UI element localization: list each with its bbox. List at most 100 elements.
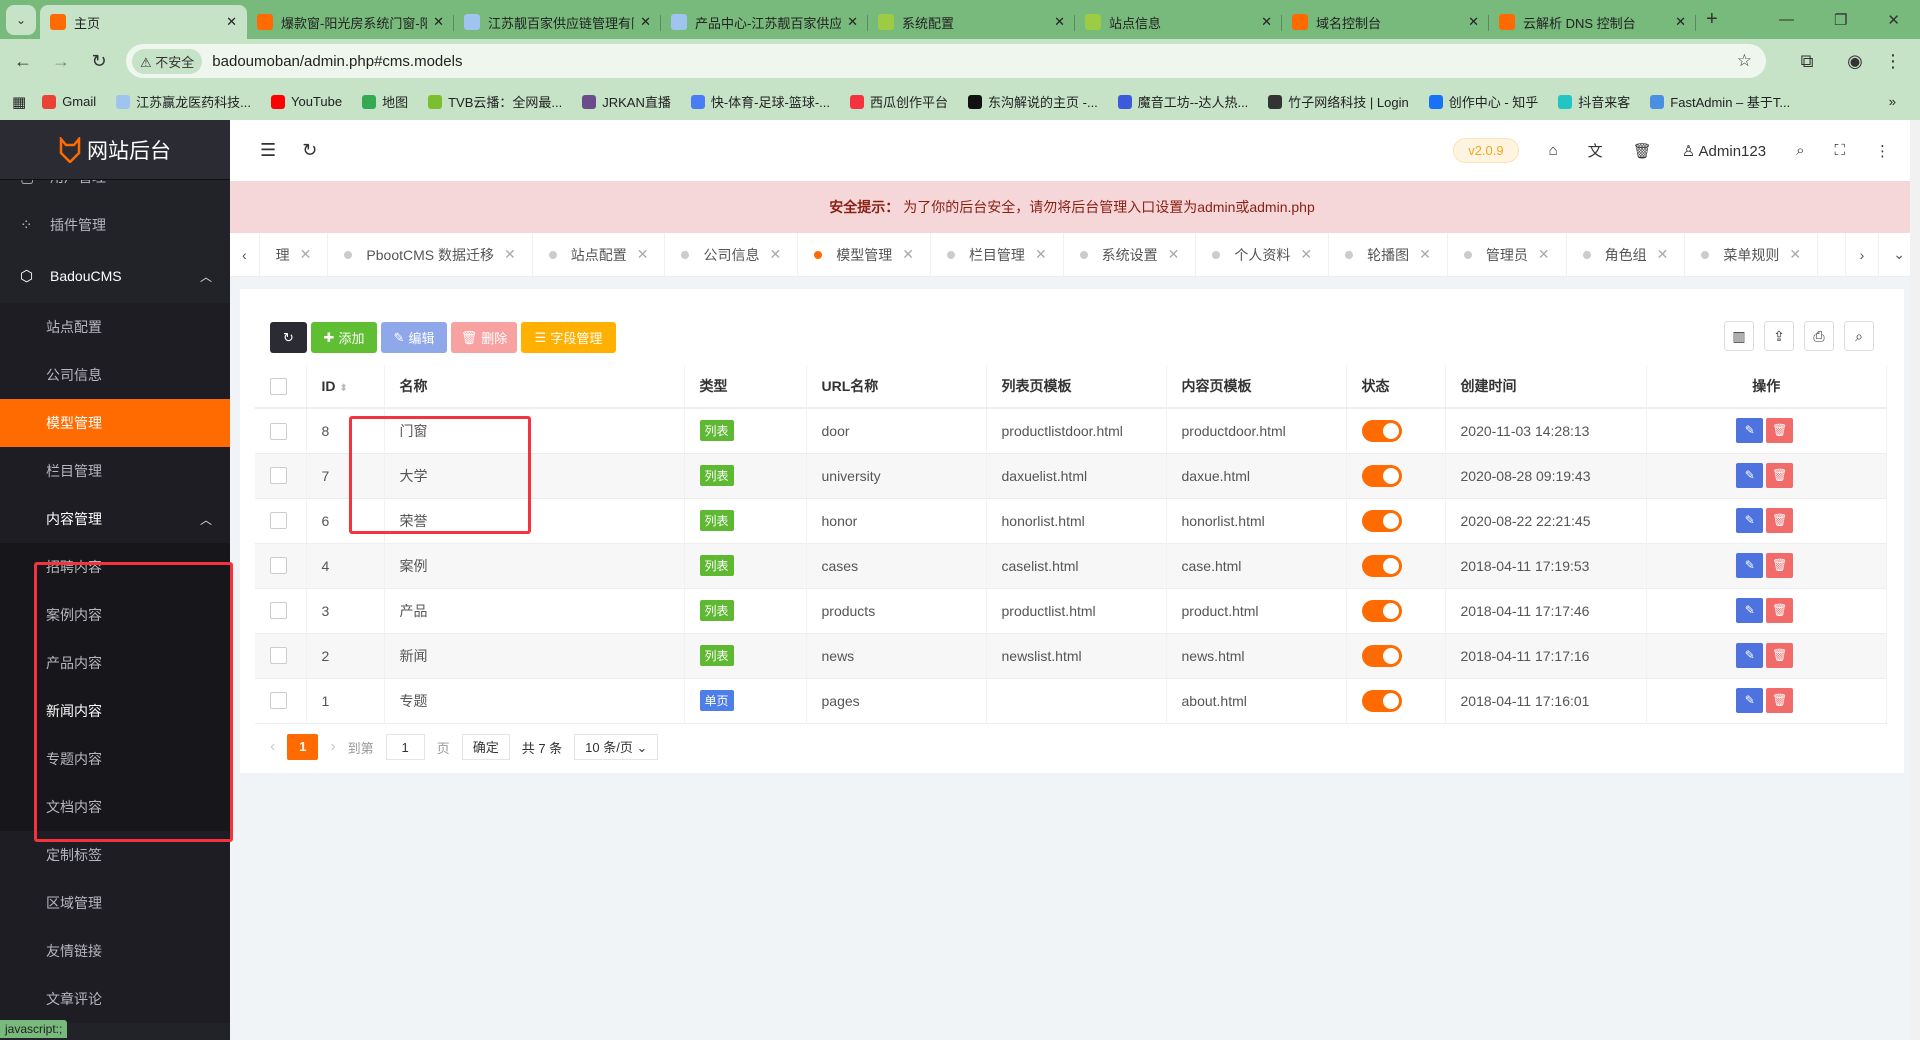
chevron-up-icon[interactable]: ︿ [199,512,212,527]
column-header[interactable]: 类型 [684,365,807,409]
tab-close-icon[interactable]: ✕ [1034,246,1047,262]
bookmark[interactable]: 竹子网络科技 | Login [1268,92,1409,111]
page-tab[interactable]: 公司信息 ✕ [665,232,799,277]
bookmark[interactable]: 东沟解说的主页 -... [968,92,1098,111]
tab-close-icon[interactable]: ✕ [1675,14,1686,29]
browser-tab[interactable]: 域名控制台 ✕ [1282,5,1489,39]
table-row[interactable]: 3 产品 列表 products productlist.html product.htm… [255,588,1887,634]
tab-close-icon[interactable]: ✕ [636,246,649,262]
user-menu[interactable]: ♙ Admin123 [1681,142,1767,160]
bookmark[interactable]: 西瓜创作平台 [850,92,948,111]
column-header[interactable]: 名称 [384,365,685,409]
current-page[interactable]: 1 [287,734,319,760]
fullscreen-icon[interactable]: ⛶ [1834,142,1845,159]
sidebar-item[interactable]: 专题内容 [0,735,230,783]
tab-close-icon[interactable]: ✕ [1789,246,1802,262]
row-checkbox[interactable] [270,557,287,575]
row-checkbox[interactable] [270,647,287,665]
sidebar-item[interactable]: 模型管理 [0,399,230,447]
more-icon[interactable]: ⋮ [1875,142,1890,160]
tab-close-icon[interactable]: ✕ [1167,246,1180,262]
sort-icon[interactable]: ⬍ [339,383,348,394]
next-page-button[interactable]: › [330,738,336,755]
row-checkbox[interactable] [270,692,287,710]
tabs-prev-button[interactable]: ‹ [230,232,260,277]
tab-close-icon[interactable]: ✕ [902,246,914,262]
bookmark[interactable]: 抖音来客 [1558,92,1630,111]
row-checkbox[interactable] [270,467,287,485]
apps-icon[interactable]: ▦ [12,93,27,111]
status-toggle[interactable] [1361,599,1402,622]
row-checkbox[interactable] [270,512,287,530]
page-tab[interactable]: 模型管理 ✕ [798,232,931,277]
page-tab[interactable]: 站点配置 ✕ [533,232,666,277]
sidebar-item[interactable]: 公司信息 [0,351,230,399]
address-bar[interactable]: ⚠ 不安全 badoumoban/admin.php#cms.models ☆ [126,44,1766,78]
delete-row-button[interactable]: 🗑 [1766,418,1794,444]
goto-page-input[interactable]: 1 [385,734,425,760]
menu-icon[interactable]: ⋮ [1884,50,1902,71]
delete-row-button[interactable]: 🗑 [1766,688,1794,713]
home-icon[interactable]: ⌂ [1548,142,1558,159]
sidebar-item[interactable]: 区域管理 [0,879,230,927]
tab-close-icon[interactable]: ✕ [504,246,516,262]
translate-icon[interactable]: 文 [1587,143,1603,160]
browser-tab[interactable]: 江苏靓百家供应链管理有限 ✕ [454,5,661,39]
back-button[interactable]: ← [14,50,32,71]
column-header[interactable]: URL名称 [806,365,987,409]
url-text[interactable]: badoumoban/admin.php#cms.models [212,52,463,70]
tabs-next-button[interactable]: › [1844,232,1880,277]
tab-close-icon[interactable]: ✕ [1656,246,1669,262]
delete-row-button[interactable]: 🗑 [1766,643,1794,668]
edit-row-button[interactable]: ✎ [1736,643,1764,668]
more-bookmarks-icon[interactable]: » [1888,94,1896,109]
table-row[interactable]: 6 荣誉 列表 honor honorlist.html honorlist.html 20… [255,498,1887,544]
bookmark[interactable]: JRKAN直播 [582,92,671,111]
page-tab[interactable]: 个人资料 ✕ [1196,232,1330,277]
column-header[interactable]: 操作 [1646,365,1887,409]
bookmark-star-icon[interactable]: ☆ [1736,51,1752,70]
print-button[interactable]: ⎙ [1804,321,1834,351]
browser-tab[interactable]: 爆款窗-阳光房系统门窗-阳 ✕ [247,5,454,39]
tab-close-icon[interactable]: ✕ [769,246,782,262]
sidebar-item[interactable]: 栏目管理 [0,447,230,495]
page-size-select[interactable]: 10 条/页 ⌄ [574,734,659,760]
column-header[interactable]: ID ⬍ [306,365,385,409]
tab-close-icon[interactable]: ✕ [226,14,237,29]
edit-row-button[interactable]: ✎ [1736,598,1764,623]
chevron-up-icon[interactable]: ︿ [199,269,212,284]
tab-close-icon[interactable]: ✕ [1537,246,1550,262]
tab-close-icon[interactable]: ✕ [847,14,858,29]
reload-button[interactable]: ↻ [91,50,107,71]
refresh-icon[interactable]: ↻ [302,140,318,160]
add-button[interactable]: ✚ 添加 [311,322,377,353]
edit-row-button[interactable]: ✎ [1736,463,1764,488]
profile-icon[interactable]: ◉ [1847,50,1863,71]
version-badge[interactable]: v2.0.9 [1453,138,1519,163]
security-indicator[interactable]: ⚠ 不安全 [132,48,203,74]
row-checkbox[interactable] [270,422,287,440]
new-tab-button[interactable]: + [1706,8,1718,30]
delete-row-button[interactable]: 🗑 [1766,553,1794,578]
sidebar-item[interactable]: 站点配置 [0,303,230,351]
field-management-button[interactable]: ☰ 字段管理 [521,322,616,353]
status-toggle[interactable] [1361,419,1402,442]
delete-row-button[interactable]: 🗑 [1766,508,1794,533]
sidebar-item[interactable]: 友情链接 [0,927,230,975]
sidebar-item[interactable]: 案例内容 [0,591,230,639]
bookmark[interactable]: Gmail [42,92,96,111]
page-scrollbar[interactable] [1910,120,1920,1040]
status-toggle[interactable] [1361,554,1402,577]
browser-tab[interactable]: 云解析 DNS 控制台 ✕ [1489,5,1696,39]
page-tab[interactable]: 管理员 ✕ [1448,232,1567,277]
edit-row-button[interactable]: ✎ [1736,418,1764,444]
page-tab[interactable]: 菜单规则 ✕ [1685,232,1819,277]
browser-tab[interactable]: 系统配置 ✕ [868,5,1075,39]
export-button[interactable]: ⇪ [1764,321,1794,351]
page-tab[interactable]: 系统设置 ✕ [1064,232,1197,277]
tab-close-icon[interactable]: ✕ [1419,246,1431,262]
delete-row-button[interactable]: 🗑 [1766,598,1794,623]
sidebar-item[interactable]: 内容管理 ︿ [0,495,230,543]
tab-close-icon[interactable]: ✕ [299,246,312,262]
bookmark[interactable]: 创作中心 - 知乎 [1428,92,1538,111]
